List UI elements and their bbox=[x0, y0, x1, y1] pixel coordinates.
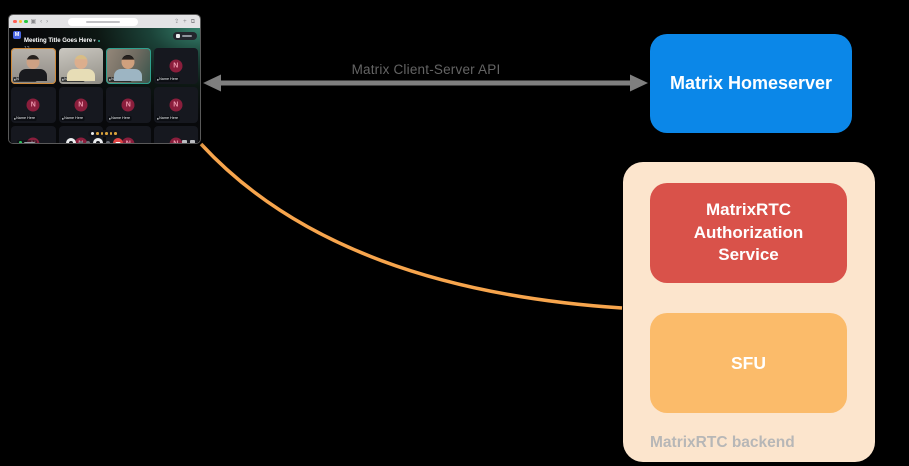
participant-tile[interactable]: N Name Here bbox=[153, 48, 198, 84]
participant-name: Name Here bbox=[111, 77, 131, 82]
maximize-window-icon[interactable] bbox=[24, 19, 28, 24]
minimize-window-icon[interactable] bbox=[18, 19, 22, 24]
mic-button[interactable] bbox=[66, 138, 76, 143]
hangup-button[interactable] bbox=[113, 138, 123, 143]
close-window-icon[interactable] bbox=[13, 19, 17, 24]
reaction-icon[interactable] bbox=[114, 132, 117, 135]
participant-name: Name Here bbox=[63, 116, 83, 121]
connection-status-text-placeholder bbox=[24, 141, 35, 143]
participant-name-chip: Name Here bbox=[60, 116, 84, 121]
reaction-icon[interactable] bbox=[96, 132, 99, 135]
participant-name: Name Here bbox=[63, 77, 83, 82]
rtc-link-curve bbox=[199, 142, 623, 310]
url-text-placeholder bbox=[85, 20, 120, 23]
participant-name: Name Here bbox=[16, 77, 36, 82]
auth-service-box: MatrixRTC Authorization Service bbox=[650, 183, 847, 283]
participant-avatar: N bbox=[169, 59, 183, 73]
participant-tile[interactable]: N Name Here bbox=[58, 87, 103, 123]
participant-name: Name Here bbox=[111, 116, 131, 121]
connection-status-icon bbox=[19, 141, 22, 143]
mic-muted-icon bbox=[61, 117, 63, 120]
participant-avatar: N bbox=[121, 98, 135, 112]
mic-muted-icon bbox=[109, 78, 111, 81]
panel-toggles bbox=[182, 140, 195, 143]
reactions-bar[interactable] bbox=[88, 130, 120, 137]
meeting-title: Meeting Title Goes Here bbox=[24, 38, 93, 44]
sfu-box: SFU bbox=[650, 313, 847, 413]
api-arrow-label: Matrix Client-Server API bbox=[351, 62, 501, 77]
camera-options-button[interactable] bbox=[86, 141, 90, 143]
more-options-button[interactable] bbox=[106, 141, 110, 143]
mic-muted-icon bbox=[14, 117, 16, 120]
chat-icon[interactable] bbox=[182, 140, 187, 143]
participant-tile[interactable]: N Name Here bbox=[11, 87, 56, 123]
sidebar-toggle-icon[interactable]: ▣ bbox=[30, 18, 37, 25]
reaction-icon[interactable] bbox=[109, 132, 112, 135]
participant-name-chip: Name Here bbox=[60, 77, 84, 82]
people-icon[interactable] bbox=[190, 140, 195, 143]
tabs-overview-icon[interactable]: ⧉ bbox=[190, 18, 195, 25]
arrowhead-right bbox=[630, 74, 648, 92]
participant-name-chip: Name Here bbox=[155, 77, 179, 82]
call-control-bar bbox=[66, 138, 123, 143]
participant-tile[interactable]: N Name Here bbox=[106, 87, 151, 123]
participant-avatar: N bbox=[26, 98, 40, 112]
participant-avatar: N bbox=[169, 98, 183, 112]
participant-name-chip: Name Here bbox=[108, 116, 132, 121]
browser-chrome: ▣ ‹ › ⇪ + ⧉ bbox=[9, 15, 200, 28]
call-header: M Meeting Title Goes Here▾ 12 bbox=[13, 30, 197, 52]
back-icon[interactable]: ‹ bbox=[40, 18, 43, 25]
participant-name: Name Here bbox=[158, 116, 178, 121]
homeserver-box: Matrix Homeserver bbox=[650, 34, 852, 133]
camera-button[interactable] bbox=[93, 138, 103, 143]
participant-tile[interactable]: Name Here bbox=[106, 48, 151, 84]
address-bar[interactable] bbox=[67, 17, 138, 26]
call-stage: M Meeting Title Goes Here▾ 12 Name HereN… bbox=[9, 28, 200, 143]
connection-status-chip bbox=[17, 140, 37, 143]
participant-tile[interactable]: Name Here bbox=[58, 48, 103, 84]
participant-grid: Name Here Name Here Name Here N Name Here N Na… bbox=[11, 48, 198, 143]
participant-tile[interactable]: N Name Here bbox=[153, 87, 198, 123]
reaction-icon[interactable] bbox=[105, 132, 108, 135]
participant-avatar: N bbox=[121, 137, 135, 143]
header-action-text-placeholder bbox=[182, 35, 192, 37]
mic-muted-icon bbox=[109, 117, 111, 120]
participant-name-chip: Name Here bbox=[108, 77, 132, 82]
encryption-icon bbox=[97, 39, 101, 42]
backend-group-label: MatrixRTC backend bbox=[650, 434, 795, 451]
auth-service-box-label: MatrixRTC Authorization Service bbox=[693, 199, 804, 265]
forward-icon[interactable]: › bbox=[46, 18, 49, 25]
participant-avatar: N bbox=[169, 137, 183, 143]
room-avatar: M bbox=[13, 31, 21, 39]
share-icon[interactable]: ⇪ bbox=[174, 18, 180, 25]
element-call-window: ▣ ‹ › ⇪ + ⧉ M Meeting Title Goes Here▾ 1… bbox=[8, 14, 201, 144]
participant-name-chip: Name Here bbox=[13, 116, 37, 121]
mic-muted-icon bbox=[156, 117, 158, 120]
raise-hand-icon[interactable] bbox=[91, 132, 94, 135]
participant-name: Name Here bbox=[16, 116, 36, 121]
matrixrtc-backend-group: MatrixRTC Authorization Service SFU Matr… bbox=[623, 162, 875, 462]
mic-muted-icon bbox=[14, 78, 16, 81]
sfu-box-label: SFU bbox=[731, 352, 766, 373]
arrowhead-left bbox=[203, 74, 221, 92]
participant-name-chip: Name Here bbox=[155, 116, 179, 121]
participant-name: Name Here bbox=[158, 77, 178, 82]
mic-muted-icon bbox=[156, 78, 158, 81]
chevron-down-icon[interactable]: ▾ bbox=[93, 38, 96, 44]
participant-name-chip: Name Here bbox=[13, 77, 37, 82]
new-tab-icon[interactable]: + bbox=[183, 18, 187, 25]
homeserver-box-label: Matrix Homeserver bbox=[669, 73, 833, 93]
header-action-button[interactable] bbox=[173, 32, 197, 40]
mic-options-button[interactable] bbox=[79, 141, 83, 143]
reaction-icon[interactable] bbox=[100, 132, 103, 135]
participant-tile[interactable]: Name Here bbox=[11, 48, 56, 84]
header-action-icon bbox=[176, 34, 180, 38]
participant-avatar: N bbox=[74, 98, 88, 112]
mic-muted-icon bbox=[61, 78, 63, 81]
